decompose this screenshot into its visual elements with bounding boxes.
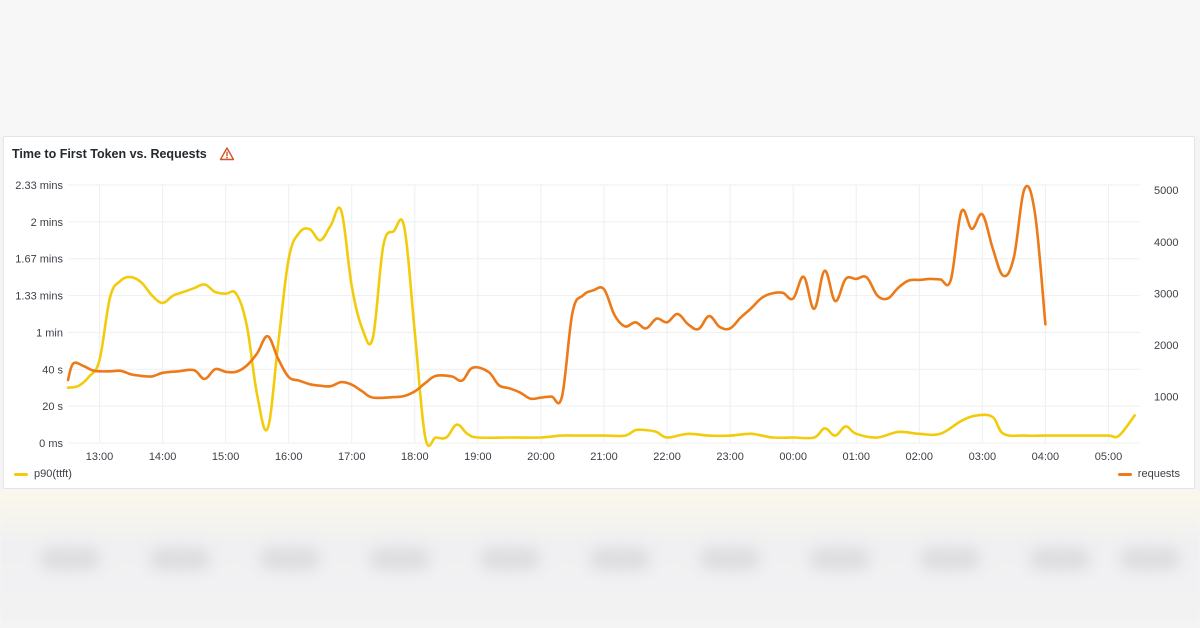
- y-right-tick-label: 5000: [1154, 185, 1178, 197]
- blurred-label: [150, 548, 210, 570]
- y-right-tick-label: 4000: [1154, 237, 1178, 249]
- blurred-label: [1120, 548, 1180, 570]
- y-left-tick-label: 1.33 mins: [15, 291, 63, 303]
- y-left-tick-label: 2 mins: [31, 217, 64, 229]
- panel-header: Time to First Token vs. Requests: [12, 145, 235, 163]
- y-left-tick-label: 2.33 mins: [15, 180, 63, 192]
- x-tick-label: 22:00: [653, 451, 681, 463]
- blurred-label: [370, 548, 430, 570]
- x-tick-label: 01:00: [842, 451, 870, 463]
- x-tick-label: 05:00: [1095, 451, 1123, 463]
- warning-triangle-icon[interactable]: [219, 146, 235, 162]
- legend-item-requests[interactable]: requests: [1117, 468, 1180, 480]
- x-tick-label: 20:00: [527, 451, 555, 463]
- y-left-tick-label: 1 min: [36, 327, 63, 339]
- y-axis-right: 1000 2000 3000 4000 5000: [1154, 185, 1178, 403]
- x-tick-label: 16:00: [275, 451, 303, 463]
- blurred-label: [700, 548, 760, 570]
- blurred-label: [920, 548, 980, 570]
- y-left-tick-label: 20 s: [42, 401, 63, 413]
- y-right-tick-label: 2000: [1154, 340, 1178, 352]
- y-axis-left: 0 ms 20 s 40 s 1 min 1.33 mins 1.67 mins 2 min…: [15, 180, 63, 450]
- legend-swatch-requests: [1117, 472, 1132, 476]
- x-tick-label: 18:00: [401, 451, 429, 463]
- blurred-label: [260, 548, 320, 570]
- x-tick-label: 23:00: [716, 451, 744, 463]
- legend-swatch-ttft: [14, 472, 28, 476]
- y-left-tick-label: 0 ms: [39, 438, 63, 450]
- x-tick-label: 04:00: [1032, 451, 1060, 463]
- y-left-tick-label: 40 s: [42, 364, 63, 376]
- x-tick-label: 19:00: [464, 451, 492, 463]
- series-lines: [66, 184, 1136, 448]
- x-tick-label: 02:00: [906, 451, 934, 463]
- legend-item-ttft[interactable]: p90(ttft): [14, 468, 72, 480]
- y-right-tick-label: 1000: [1154, 392, 1178, 404]
- x-tick-label: 14:00: [149, 451, 177, 463]
- x-tick-label: 00:00: [779, 451, 807, 463]
- chart-panel: Time to First Token vs. Requests 0 ms 20 …: [3, 136, 1195, 489]
- page-background-top: [0, 0, 1200, 136]
- legend-label-requests: requests: [1137, 468, 1180, 480]
- y-right-tick-label: 3000: [1154, 288, 1178, 300]
- blurred-label: [1030, 548, 1090, 570]
- page-background-bottom: [0, 490, 1200, 628]
- series-line-requests[interactable]: [66, 184, 1047, 405]
- blurred-label: [810, 548, 870, 570]
- blurred-label: [590, 548, 650, 570]
- x-axis: 13:00 14:00 15:00 16:00 17:00 18:00 19:00 20:00…: [86, 451, 1122, 463]
- blurred-label: [480, 548, 540, 570]
- y-left-tick-label: 1.67 mins: [15, 254, 63, 266]
- blurred-label: [40, 548, 100, 570]
- x-tick-label: 15:00: [212, 451, 240, 463]
- legend-label-ttft: p90(ttft): [34, 468, 72, 480]
- x-tick-label: 03:00: [969, 451, 997, 463]
- grid-lines: [68, 184, 1140, 444]
- chart-canvas[interactable]: 0 ms 20 s 40 s 1 min 1.33 mins 1.67 mins 2 min…: [4, 137, 1196, 490]
- x-tick-label: 17:00: [338, 451, 366, 463]
- series-line-ttft[interactable]: [66, 206, 1136, 448]
- panel-title[interactable]: Time to First Token vs. Requests: [12, 147, 207, 161]
- x-tick-label: 13:00: [86, 451, 114, 463]
- x-tick-label: 21:00: [590, 451, 618, 463]
